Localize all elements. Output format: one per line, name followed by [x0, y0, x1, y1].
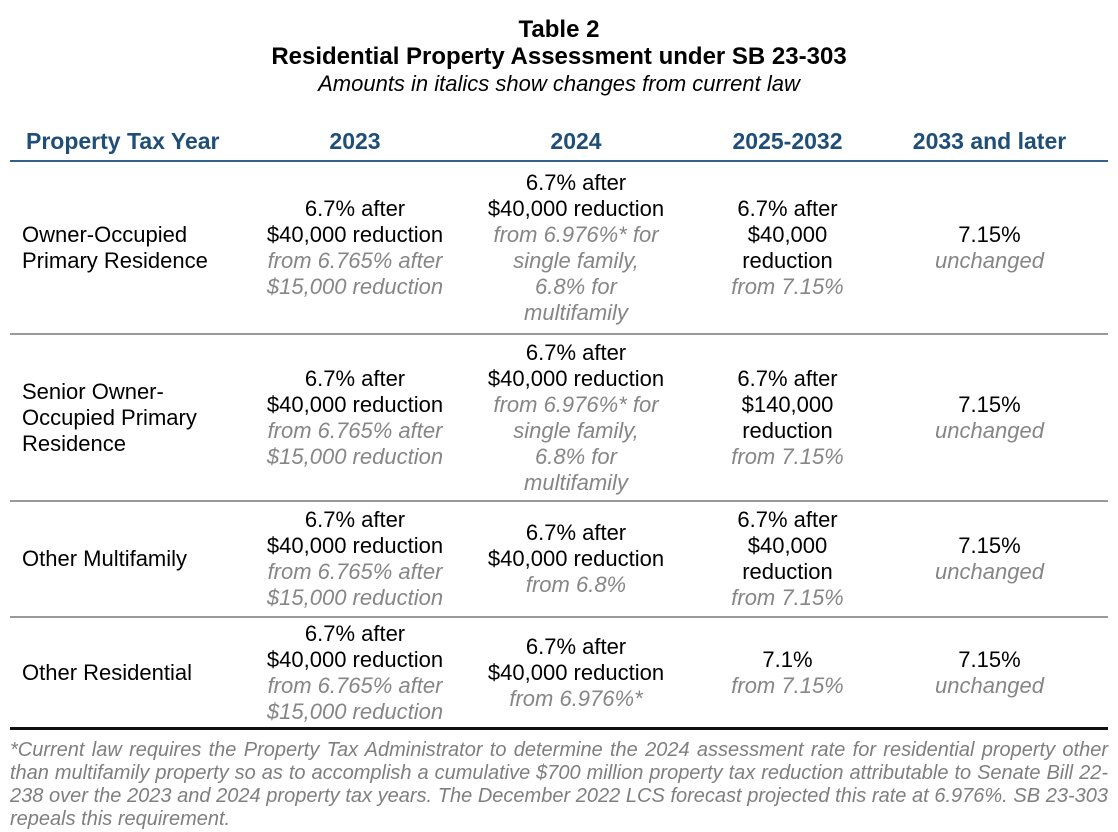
- cell-2025-2032: 6.7% after $40,000 reduction from 7.15%: [686, 507, 889, 611]
- cell-main-value: 7.15%: [958, 391, 1021, 417]
- cell-main-value: 6.7% after $40,000 reduction: [737, 507, 838, 584]
- assessment-table: Property Tax Year 2023 2024 2025-2032 20…: [10, 128, 1108, 730]
- cell-2033-later: 7.15% unchanged: [889, 647, 1090, 699]
- cell-change-value: from 6.765% after $15,000 reduction: [266, 672, 444, 724]
- cell-change-value: from 7.15%: [731, 443, 844, 469]
- cell-2023: 6.7% after $40,000 reduction from 6.765%…: [244, 196, 466, 300]
- cell-main-value: 6.7% after $40,000 reduction: [266, 365, 444, 417]
- row-label: Other Multifamily: [22, 546, 188, 571]
- cell-2033-later: 7.15% unchanged: [889, 392, 1090, 444]
- cell-2033-later: 7.15% unchanged: [889, 222, 1090, 274]
- table-row-other-residential: Other Residential 6.7% after $40,000 red…: [10, 616, 1108, 730]
- column-header-2023: 2023: [329, 128, 381, 154]
- row-label: Owner-Occupied Primary Residence: [22, 221, 208, 273]
- cell-change-value: from 6.976%* for single family, 6.8% for…: [493, 391, 659, 495]
- cell-change-value: unchanged: [935, 417, 1044, 443]
- table-row-senior-owner-occupied: Senior Owner- Occupied Primary Residence…: [10, 333, 1108, 500]
- column-header-2033-and-later: 2033 and later: [912, 128, 1067, 154]
- table-footnote: *Current law requires the Property Tax A…: [10, 739, 1108, 830]
- cell-change-value: unchanged: [935, 559, 1044, 584]
- cell-main-value: 6.7% after $40,000 reduction: [487, 520, 665, 571]
- cell-main-value: 6.7% after $40,000 reduction: [266, 195, 444, 247]
- cell-main-value: 7.15%: [958, 533, 1021, 558]
- cell-main-value: 6.7% after $40,000 reduction: [487, 633, 665, 685]
- table-header-row: Property Tax Year 2023 2024 2025-2032 20…: [10, 128, 1108, 162]
- cell-change-value: unchanged: [935, 247, 1044, 273]
- cell-2023: 6.7% after $40,000 reduction from 6.765%…: [244, 507, 466, 611]
- cell-2024: 6.7% after $40,000 reduction from 6.976%…: [466, 170, 686, 326]
- row-label: Other Residential: [22, 659, 192, 685]
- cell-change-value: from 7.15%: [731, 273, 844, 299]
- cell-change-value: from 6.8%: [525, 572, 627, 597]
- cell-2024: 6.7% after $40,000 reduction from 6.8%: [466, 520, 686, 598]
- cell-main-value: 6.7% after $40,000 reduction: [266, 620, 444, 672]
- cell-main-value: 7.15%: [958, 646, 1021, 672]
- cell-change-value: from 7.15%: [731, 672, 844, 698]
- table-subtitle: Amounts in italics show changes from cur…: [318, 71, 800, 96]
- cell-main-value: 6.7% after $40,000 reduction: [487, 339, 665, 391]
- cell-change-value: unchanged: [935, 672, 1044, 698]
- cell-change-value: from 6.976%*: [509, 685, 643, 711]
- cell-main-value: 6.7% after $40,000 reduction: [266, 507, 444, 558]
- cell-change-value: from 6.765% after $15,000 reduction: [266, 559, 444, 610]
- cell-change-value: from 6.765% after $15,000 reduction: [266, 417, 444, 469]
- row-label: Senior Owner- Occupied Primary Residence: [22, 378, 197, 456]
- table-number-title: Table 2: [518, 16, 600, 43]
- cell-2025-2032: 6.7% after $140,000 reduction from 7.15%: [686, 366, 889, 470]
- cell-change-value: from 7.15%: [731, 585, 844, 610]
- table-main-title: Residential Property Assessment under SB…: [271, 43, 847, 70]
- cell-main-value: 7.15%: [958, 221, 1021, 247]
- column-header-2024: 2024: [550, 128, 602, 154]
- cell-2033-later: 7.15% unchanged: [889, 533, 1090, 585]
- table-row-other-multifamily: Other Multifamily 6.7% after $40,000 red…: [10, 500, 1108, 616]
- column-header-property-tax-year: Property Tax Year: [26, 128, 220, 154]
- cell-2023: 6.7% after $40,000 reduction from 6.765%…: [244, 366, 466, 470]
- table-row-owner-occupied: Owner-Occupied Primary Residence 6.7% af…: [10, 162, 1108, 333]
- cell-main-value: 6.7% after $40,000 reduction: [737, 195, 838, 273]
- cell-change-value: from 6.976%* for single family, 6.8% for…: [493, 221, 659, 325]
- table-title-block: Table 2 Residential Property Assessment …: [10, 16, 1108, 98]
- cell-2025-2032: 6.7% after $40,000 reduction from 7.15%: [686, 196, 889, 300]
- cell-main-value: 7.1%: [762, 646, 813, 672]
- cell-change-value: from 6.765% after $15,000 reduction: [266, 247, 444, 299]
- cell-2024: 6.7% after $40,000 reduction from 6.976%…: [466, 634, 686, 712]
- column-header-2025-2032: 2025-2032: [732, 128, 843, 154]
- cell-2025-2032: 7.1% from 7.15%: [686, 647, 889, 699]
- cell-main-value: 6.7% after $40,000 reduction: [487, 169, 665, 221]
- cell-main-value: 6.7% after $140,000 reduction: [737, 365, 838, 443]
- cell-2023: 6.7% after $40,000 reduction from 6.765%…: [244, 621, 466, 725]
- cell-2024: 6.7% after $40,000 reduction from 6.976%…: [466, 340, 686, 496]
